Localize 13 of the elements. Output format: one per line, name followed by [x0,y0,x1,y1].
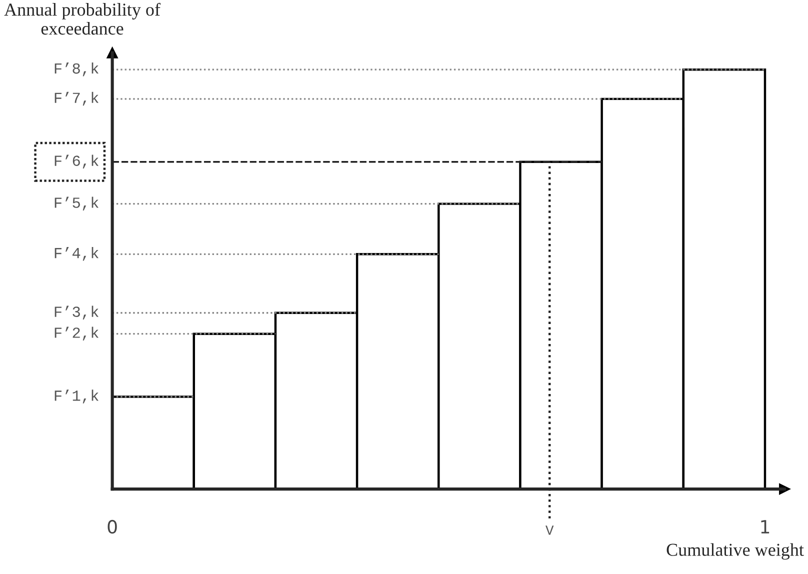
ref-line-label: F’7,k [54,92,98,106]
ref-line-label: F’4,k [54,247,98,261]
x-axis-title: Cumulative weight [666,543,804,560]
ref-line-label: F’8,k [54,62,98,76]
ref-line-label: F’6,k [54,154,98,169]
x-tick-label: 0 [108,520,117,534]
ref-line-label: V [546,526,554,535]
ref-line-label: F’1,k [54,390,98,404]
x-tick-label: 1 [761,520,770,534]
y-axis-title: Annual probability of exceedance [4,2,160,35]
ref-line-label: F’5,k [54,196,98,210]
ref-line-label: F’3,k [54,306,98,320]
ref-line-label: F’2,k [54,326,98,341]
